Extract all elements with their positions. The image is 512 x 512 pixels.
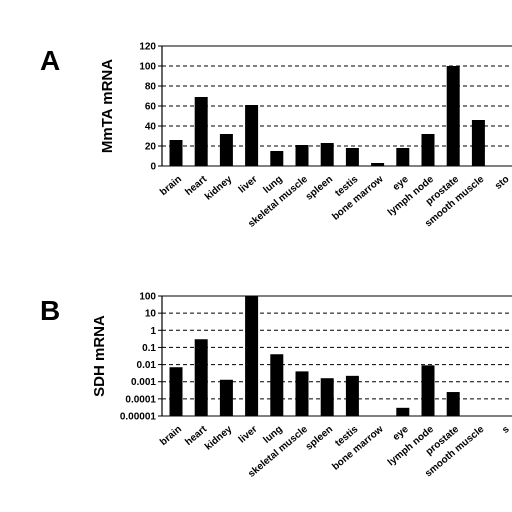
panel-a-bar-bone-marrow <box>371 163 385 166</box>
panel-b-bar-spleen <box>320 378 334 416</box>
panel-b: B SDH mRNA 0.00001 0.0001 0.001 0.01 0.1 1 10 1… <box>40 292 512 480</box>
panel-b-category-label: liver <box>237 424 260 446</box>
panel-a-bar-lymph-node <box>421 134 435 166</box>
panel-b-bar-skeletal-muscle <box>295 371 309 416</box>
panel-b-ytick-label: 0.00001 <box>120 412 157 423</box>
panel-b-category-label: spleen <box>304 424 335 453</box>
panel-a-letter: A <box>40 45 60 76</box>
panel-b-category-label: kidney <box>203 424 235 453</box>
panel-b-bar-testis <box>345 375 359 416</box>
panel-b-bar-heart <box>194 339 208 416</box>
panel-a-bar-heart <box>194 97 208 166</box>
panel-b-bar-kidney <box>219 379 233 416</box>
panel-a-bar-kidney <box>219 134 233 166</box>
panel-a-category-label: sto <box>493 174 512 192</box>
panel-a-ytick-label: 80 <box>145 82 157 93</box>
panel-b-letter: B <box>40 295 60 326</box>
panel-a-ylabel: MmTA mRNA <box>99 59 116 153</box>
panel-b-ytick-label: 0.01 <box>137 360 157 371</box>
panel-a-category-label: liver <box>237 174 260 196</box>
panel-a-ytick-label: 0 <box>150 162 156 173</box>
panel-b-bar-lung <box>270 354 284 416</box>
panel-a-bar-brain <box>169 140 183 166</box>
panel-b-bar-eye <box>396 407 410 416</box>
panel-b-bar-prostate <box>446 392 460 416</box>
panel-a-category-label: kidney <box>203 174 235 203</box>
panel-a-bar-smooth-muscle <box>471 120 485 166</box>
panel-a-bar-eye <box>396 148 410 166</box>
panel-b-bar-liver <box>245 296 259 416</box>
panel-a-bar-lung <box>270 151 284 166</box>
panel-a-ytick-label: 60 <box>145 102 157 113</box>
panel-a-bar-liver <box>245 105 259 166</box>
panel-b-ylabel: SDH mRNA <box>91 315 108 397</box>
panel-b-bar-lymph-node <box>421 365 435 416</box>
panel-a-category-label: spleen <box>304 174 335 203</box>
panel-a-category-label: brain <box>158 174 184 198</box>
panel-a-ytick-label: 120 <box>139 42 156 53</box>
panel-b-ytick-label: 0.0001 <box>125 394 156 405</box>
panel-a-bar-testis <box>345 148 359 166</box>
panel-a-ytick-label: 100 <box>139 62 156 73</box>
panel-b-ytick-label: 0.001 <box>131 377 156 388</box>
panel-b-category-label: brain <box>158 424 184 448</box>
panel-a-ytick-label: 40 <box>145 122 157 133</box>
panel-a-bar-prostate <box>446 66 460 166</box>
panel-a-ytick-label: 20 <box>145 142 157 153</box>
panel-a-bar-spleen <box>320 143 334 166</box>
panel-b-category-label: s <box>500 424 512 436</box>
panel-a-bar-skeletal-muscle <box>295 145 309 166</box>
panel-b-ytick-label: 100 <box>139 292 156 303</box>
panel-b-bar-brain <box>169 367 183 416</box>
panel-b-ytick-label: 10 <box>145 309 157 320</box>
panel-b-ytick-label: 0.1 <box>142 343 156 354</box>
panel-b-ytick-label: 1 <box>150 326 156 337</box>
